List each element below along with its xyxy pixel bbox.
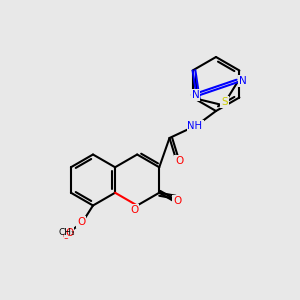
Text: O: O <box>175 156 183 166</box>
Text: CH₃: CH₃ <box>58 228 75 237</box>
Text: O: O <box>65 227 73 238</box>
Text: NH: NH <box>188 121 202 131</box>
Text: O: O <box>130 205 138 215</box>
Text: N: N <box>192 90 199 100</box>
Text: S: S <box>221 97 228 107</box>
Text: O: O <box>77 217 85 227</box>
Text: N: N <box>239 76 247 86</box>
Text: O: O <box>62 232 69 241</box>
Text: O: O <box>173 196 181 206</box>
